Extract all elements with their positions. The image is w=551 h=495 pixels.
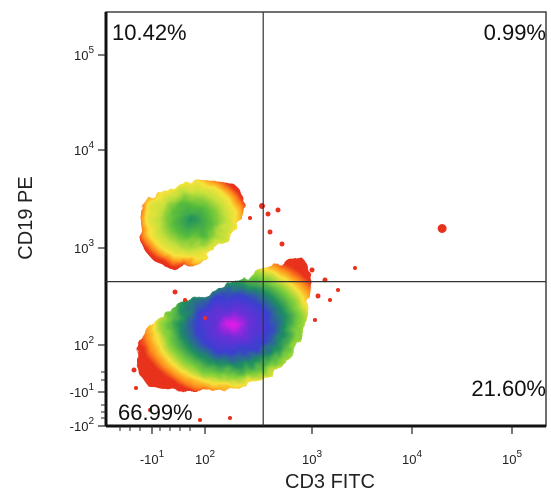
y-tick-label-5: 105: [74, 45, 94, 63]
outlier-event: [437, 223, 447, 233]
x-axis-ticks: -101 102 103 104 105: [119, 426, 522, 467]
y-tick-label-0: -102: [70, 416, 95, 434]
x-axis-title: CD3 FITC: [285, 471, 375, 493]
x-tick-label-4: 105: [502, 449, 522, 467]
x-tick-label-1: 102: [195, 449, 215, 467]
quadrant-upper-left-label: 10.42%: [112, 20, 187, 45]
quadrant-upper-right-label: 0.99%: [484, 20, 546, 45]
population-speckles: [131, 203, 357, 422]
y-axis-ticks: -102 -101 102 103 104 105: [70, 45, 106, 434]
quadrant-lower-left-label: 66.99%: [118, 400, 193, 425]
quadrant-lower-right-label: 21.60%: [471, 376, 546, 401]
x-tick-label-2: 103: [302, 449, 322, 467]
population-cd3neg-cd19pos: [140, 181, 244, 269]
density-populations: [131, 181, 447, 422]
y-tick-label-4: 104: [74, 140, 94, 158]
y-axis-title: CD19 PE: [15, 176, 37, 259]
x-tick-label-0: -101: [140, 449, 165, 467]
y-tick-label-2: 102: [74, 335, 94, 353]
y-tick-label-3: 103: [74, 238, 94, 256]
y-tick-label-1: -101: [70, 382, 95, 400]
x-tick-label-3: 104: [402, 449, 422, 467]
population-cd3pos-cd19neg: [137, 258, 311, 392]
